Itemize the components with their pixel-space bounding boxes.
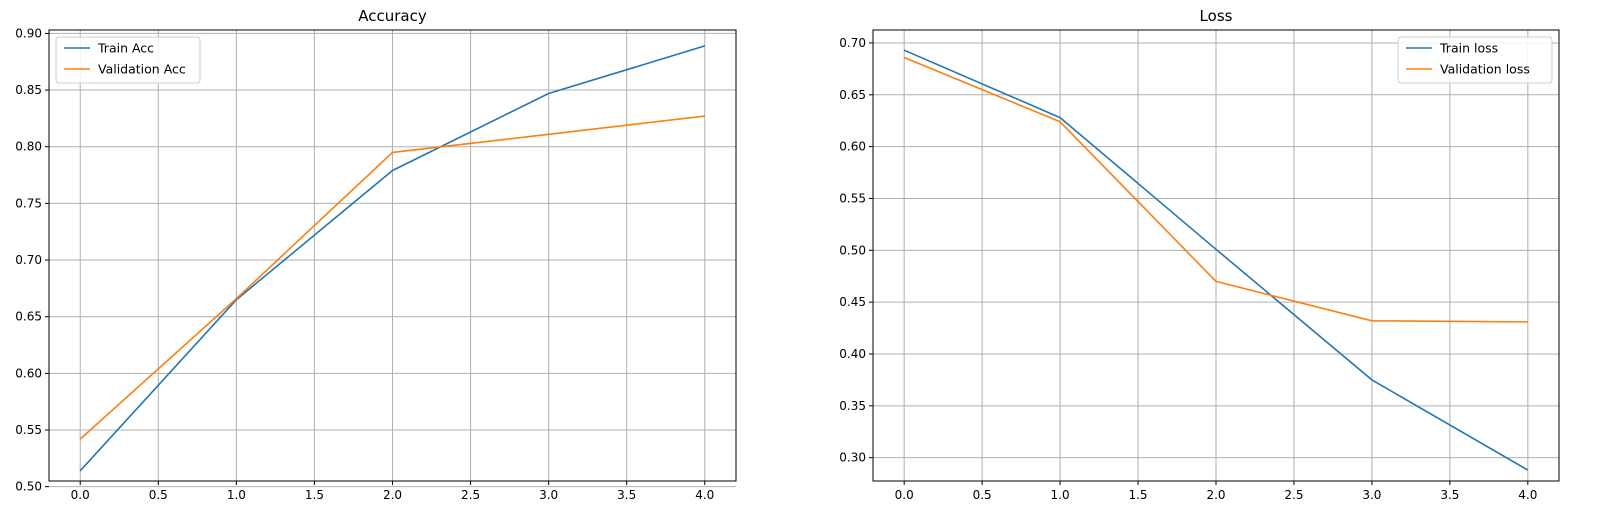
y-tick-label: 0.30 [839, 451, 866, 465]
x-tick-label: 3.0 [539, 488, 558, 502]
chart-title: Loss [1200, 7, 1233, 25]
y-tick-label: 0.55 [15, 423, 42, 437]
legend-label: Train Acc [97, 41, 154, 56]
series-line-1 [79, 115, 705, 440]
legend: Train Acc Validation Acc [55, 36, 201, 84]
x-tick-label: 1.0 [1051, 488, 1070, 502]
legend-box [55, 36, 201, 84]
x-tick-label: 3.0 [1362, 488, 1381, 502]
x-tick-label: 2.5 [1284, 488, 1303, 502]
y-tick-label: 0.65 [15, 310, 42, 324]
x-tick-label: 1.5 [1128, 488, 1147, 502]
y-tick-label: 0.40 [839, 347, 866, 361]
y-tick-label: 0.50 [839, 243, 866, 257]
y-tick-label: 0.65 [839, 88, 866, 102]
y-tick-label: 0.75 [15, 196, 42, 210]
y-tick-label: 0.60 [839, 140, 866, 154]
x-tick-label: 4.0 [695, 488, 714, 502]
y-tick-label: 0.70 [839, 36, 866, 50]
y-tick-label: 0.90 [15, 26, 42, 40]
y-tick-label: 0.80 [15, 140, 42, 154]
x-tick-label: 1.5 [305, 488, 324, 502]
plot-frame [48, 29, 737, 482]
series-line-0 [79, 45, 706, 472]
x-tick-label: 0.5 [973, 488, 992, 502]
legend-box [1397, 36, 1553, 84]
x-tick-label: 2.0 [383, 488, 402, 502]
legend-label: Validation loss [1440, 62, 1530, 77]
y-tick-label: 0.85 [15, 83, 42, 97]
y-tick-label: 0.45 [839, 295, 866, 309]
legend: Train loss Validation loss [1397, 36, 1553, 84]
x-tick-label: 3.5 [617, 488, 636, 502]
legend-label: Validation Acc [98, 62, 186, 77]
plot-frame [872, 29, 1560, 482]
series-line-0 [903, 49, 1529, 471]
y-tick-label: 0.60 [15, 366, 42, 380]
y-tick-label: 0.50 [15, 480, 42, 494]
legend-label: Train loss [1439, 41, 1498, 56]
chart-0: Accuracy 0.0 0.5 1.0 1.5 2.0 2.5 3.0 3.5 4.0 0.50 0… [15, 7, 737, 502]
x-tick-label: 0.0 [71, 488, 90, 502]
series-line-1 [903, 56, 1528, 323]
x-tick-label: 0.0 [895, 488, 914, 502]
chart-1: Loss 0.0 0.5 1.0 1.5 2.0 2.5 3.0 3.5 4.0 0.30 0.35 0… [839, 7, 1560, 502]
x-tick-label: 3.5 [1440, 488, 1459, 502]
chart-title: Accuracy [358, 7, 427, 25]
x-tick-label: 1.0 [227, 488, 246, 502]
y-tick-label: 0.35 [839, 399, 866, 413]
y-tick-label: 0.55 [839, 191, 866, 205]
x-tick-label: 0.5 [149, 488, 168, 502]
x-tick-label: 2.5 [461, 488, 480, 502]
y-tick-label: 0.70 [15, 253, 42, 267]
x-tick-label: 4.0 [1518, 488, 1537, 502]
x-tick-label: 2.0 [1206, 488, 1225, 502]
